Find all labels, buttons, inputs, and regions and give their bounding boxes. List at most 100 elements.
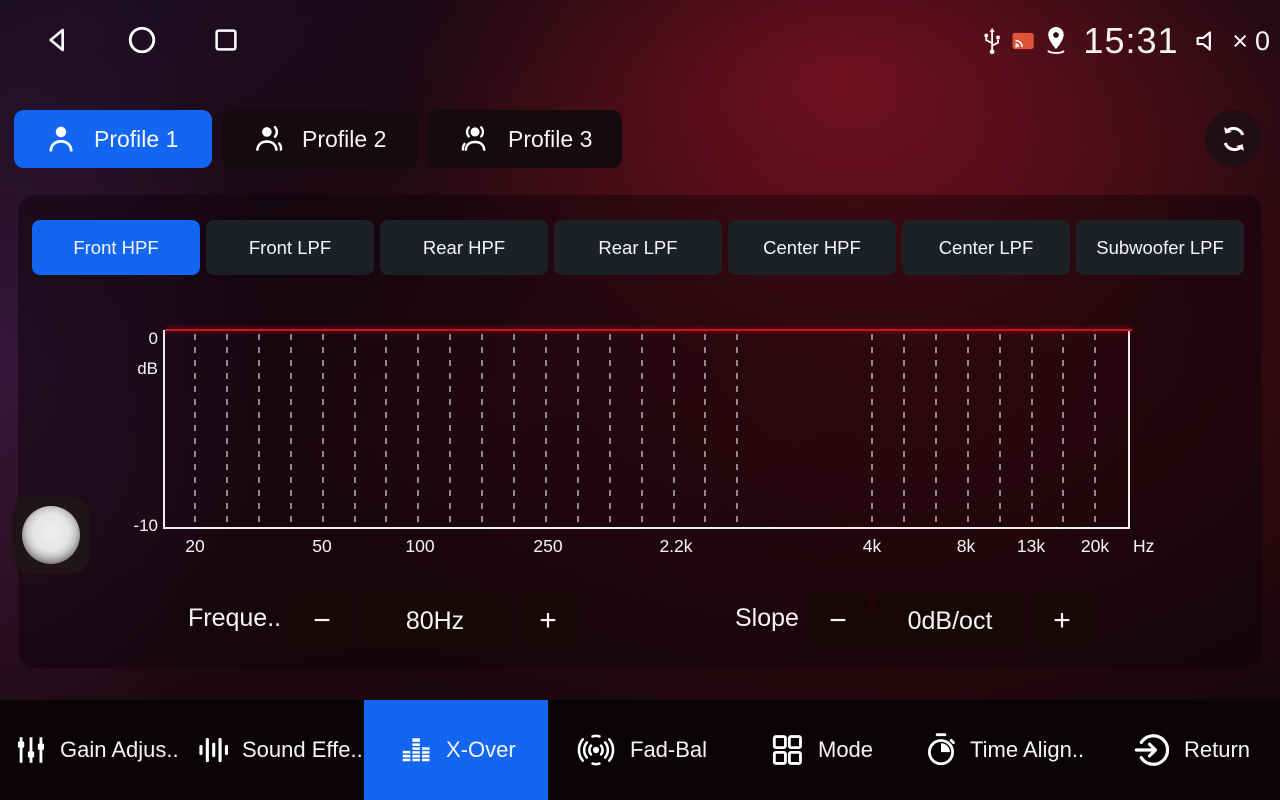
chart-gridline [257, 334, 260, 527]
frequency-minus-button[interactable]: − [290, 592, 354, 650]
tab-subwoofer-lpf[interactable]: Subwoofer LPF [1076, 220, 1244, 275]
chart-gridline [998, 334, 1001, 527]
location-icon [1047, 27, 1065, 54]
nav-mode[interactable]: Mode [768, 700, 873, 800]
back-button[interactable] [38, 20, 78, 60]
frequency-response-chart [165, 330, 1128, 527]
chart-gridline [353, 334, 356, 527]
tab-center-lpf[interactable]: Center LPF [902, 220, 1070, 275]
return-icon [1134, 734, 1170, 766]
recents-button[interactable] [206, 20, 246, 60]
frequency-value-text: 80Hz [405, 606, 465, 635]
chart-gridline [544, 334, 547, 527]
chart-gridline [672, 334, 675, 527]
x-tick-label: 250 [533, 536, 563, 556]
filter-tab-label: Rear LPF [598, 236, 678, 258]
tab-profile-1[interactable]: Profile 1 [14, 110, 212, 168]
fad-bal-icon [577, 734, 615, 766]
slope-plus-button[interactable]: + [1031, 592, 1093, 650]
x-axis-unit: Hz [1133, 536, 1155, 556]
tab-profile-3[interactable]: Profile 3 [428, 110, 622, 168]
x-tick-label: 8k [956, 536, 976, 556]
chart-gridline [513, 334, 515, 527]
time-align-icon [927, 733, 955, 766]
profile-tab-label: Profile 2 [302, 125, 387, 152]
frequency-label: Freque.. [188, 604, 282, 632]
nav-label: Fad-Bal [630, 737, 708, 762]
minus-icon: − [313, 604, 331, 637]
chart-gridline [576, 334, 579, 527]
floating-assist-button[interactable] [12, 496, 90, 574]
chart-gridline [225, 334, 228, 527]
filter-tab-label: Center LPF [938, 236, 1034, 258]
cast-icon [1012, 32, 1034, 50]
nav-x-over[interactable]: X-Over [398, 700, 516, 800]
tab-front-lpf[interactable]: Front LPF [206, 220, 374, 275]
x-tick-label: 2.2k [659, 536, 693, 556]
chart-gridline [385, 334, 388, 527]
minus-icon: − [829, 604, 847, 637]
x-tick-label: 20k [1080, 536, 1110, 556]
usb-icon [984, 27, 1000, 55]
nav-return[interactable]: Return [1134, 700, 1250, 800]
chart-left-axis [163, 330, 165, 529]
x-tick-label: 100 [405, 536, 435, 556]
y-tick-bottom: -10 [133, 516, 158, 535]
slope-label: Slope [735, 604, 799, 632]
sound-effects-icon [199, 737, 229, 763]
nav-sound-effects[interactable]: Sound Effe.. [196, 700, 363, 800]
chart-gridline [704, 334, 707, 527]
chart-gridline [289, 334, 292, 527]
nav-time-align[interactable]: Time Align.. [924, 700, 1084, 800]
filter-tab-label: Subwoofer LPF [1096, 236, 1224, 258]
chart-gridline [902, 334, 905, 527]
chart-gridline [1062, 334, 1065, 527]
chart-gridline [871, 334, 873, 527]
chart-gridline [736, 334, 739, 527]
refresh-button[interactable] [1205, 110, 1262, 167]
nav-fad-bal[interactable]: Fad-Bal [574, 700, 707, 800]
x-tick-label: 13k [1016, 536, 1046, 556]
chart-gridline [417, 334, 420, 527]
tab-front-hpf[interactable]: Front HPF [32, 220, 200, 275]
profile-2-icon [252, 122, 286, 156]
nav-label: Return [1184, 737, 1251, 762]
volume-value: 0 [1254, 25, 1271, 56]
volume-muted-icon [1196, 31, 1211, 51]
slope-value: 0dB/oct [875, 592, 1025, 650]
back-icon [49, 28, 64, 52]
chart-gridline [449, 334, 452, 527]
home-button[interactable] [122, 20, 162, 60]
frequency-plus-button[interactable]: + [516, 592, 580, 650]
x-tick-label: 4k [862, 536, 882, 556]
nav-gain-adjust[interactable]: Gain Adjus.. [14, 700, 179, 800]
nav-label: Time Align.. [970, 737, 1085, 762]
nav-label: Gain Adjus.. [60, 737, 179, 762]
gain-adjust-icon [17, 737, 45, 763]
chart-gridline [1030, 334, 1033, 527]
bottom-nav-bar: Gain Adjus.. Sound Effe.. X-Over [0, 700, 1280, 800]
chart-gridline [934, 334, 937, 527]
tab-rear-hpf[interactable]: Rear HPF [380, 220, 548, 275]
knob-icon [22, 506, 80, 564]
slope-minus-button[interactable]: − [807, 592, 869, 650]
nav-label: X-Over [446, 737, 516, 762]
recents-icon [215, 29, 237, 51]
tab-rear-lpf[interactable]: Rear LPF [554, 220, 722, 275]
profile-tab-label: Profile 1 [94, 125, 179, 152]
x-axis-ticks: 20 50 100 250 2.2k 4k 8k 13k 20k [165, 536, 1128, 560]
tab-center-hpf[interactable]: Center HPF [728, 220, 896, 275]
refresh-icon [1223, 126, 1244, 151]
y-tick-top: 0 [148, 329, 158, 348]
y-axis-label: dB [137, 359, 158, 378]
profile-tab-label: Profile 3 [508, 125, 593, 152]
chart-gridline [321, 334, 324, 527]
nav-label: Mode [818, 737, 874, 762]
filter-tab-label: Center HPF [763, 236, 861, 258]
frequency-value: 80Hz [360, 592, 510, 650]
status-icons: 15:31 × 0 [980, 16, 1270, 66]
x-over-icon [402, 738, 430, 762]
tab-profile-2[interactable]: Profile 2 [222, 110, 418, 168]
filter-tab-label: Front HPF [73, 236, 159, 258]
